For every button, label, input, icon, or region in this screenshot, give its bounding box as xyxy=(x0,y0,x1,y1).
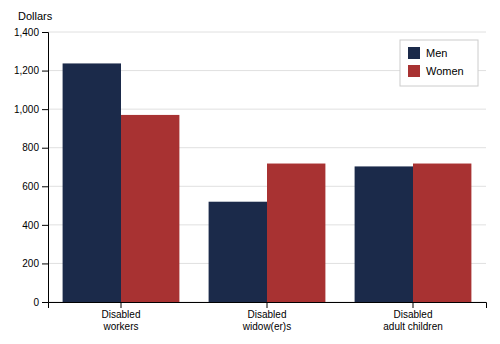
y-tick: 1,200 xyxy=(14,65,48,76)
bar xyxy=(209,202,267,302)
y-tick: 1,000 xyxy=(14,104,48,115)
bar xyxy=(63,63,121,302)
y-tick-label: 0 xyxy=(33,297,39,308)
chart-svg: 0 200 400 600 800 1,000 1,200 1,400 Disabledwork… xyxy=(0,0,500,344)
legend-swatch xyxy=(408,47,420,59)
y-tick-label: 400 xyxy=(22,220,39,231)
legend: Men Women xyxy=(400,40,478,86)
x-axis-line xyxy=(49,303,487,309)
y-tick-mark xyxy=(42,109,48,110)
y-tick: 200 xyxy=(22,258,48,269)
y-tick: 600 xyxy=(22,181,48,192)
legend-item: Women xyxy=(408,65,464,77)
y-tick-label: 1,400 xyxy=(14,27,39,38)
y-tick-mark xyxy=(42,148,48,149)
y-axis-line xyxy=(42,33,49,303)
x-tick-label: Disabledwidow(er)s xyxy=(242,309,291,332)
plot: 0 200 400 600 800 1,000 1,200 1,400 Disabledwork… xyxy=(14,27,487,332)
x-tick: Disabledadult children xyxy=(383,302,442,332)
y-tick-label: 1,200 xyxy=(14,65,39,76)
y-tick-mark xyxy=(42,302,48,303)
legend-label: Women xyxy=(426,65,464,77)
y-tick-mark xyxy=(42,186,48,187)
y-tick-mark xyxy=(42,225,48,226)
grid-line xyxy=(48,32,486,33)
y-tick-mark xyxy=(42,32,48,33)
bar xyxy=(355,166,413,302)
grid xyxy=(48,32,486,302)
y-axis: 0 200 400 600 800 1,000 1,200 1,400 xyxy=(14,27,49,308)
x-tick: Disabledworkers xyxy=(102,302,141,332)
bar xyxy=(121,115,179,302)
x-tick-label: Disabledadult children xyxy=(383,309,442,332)
legend-label: Men xyxy=(426,47,447,59)
y-tick: 800 xyxy=(22,142,48,153)
legend-frame xyxy=(400,40,478,86)
y-axis-title: Dollars xyxy=(18,10,53,22)
x-tick-mark xyxy=(267,302,268,308)
x-tick: Disabledwidow(er)s xyxy=(242,302,291,332)
y-tick-label: 600 xyxy=(22,181,39,192)
y-tick-mark xyxy=(42,71,48,72)
legend-item: Men xyxy=(408,47,447,59)
bars xyxy=(63,63,472,302)
bar xyxy=(413,164,471,302)
x-tick-mark xyxy=(121,302,122,308)
y-tick: 0 xyxy=(33,297,48,308)
chart-container: 0 200 400 600 800 1,000 1,200 1,400 Disabledwork… xyxy=(0,0,500,344)
x-tick-label: Disabledworkers xyxy=(102,309,141,332)
x-axis: Disabledworkers Disabledwidow(er)s Disable… xyxy=(49,302,487,332)
legend-swatch xyxy=(408,65,420,77)
y-tick-label: 200 xyxy=(22,258,39,269)
x-tick-mark xyxy=(413,302,414,308)
y-tick: 400 xyxy=(22,220,48,231)
y-tick-label: 1,000 xyxy=(14,104,39,115)
y-tick-label: 800 xyxy=(22,142,39,153)
y-tick-mark xyxy=(42,263,48,264)
bar xyxy=(267,164,325,302)
y-tick: 1,400 xyxy=(14,27,48,38)
